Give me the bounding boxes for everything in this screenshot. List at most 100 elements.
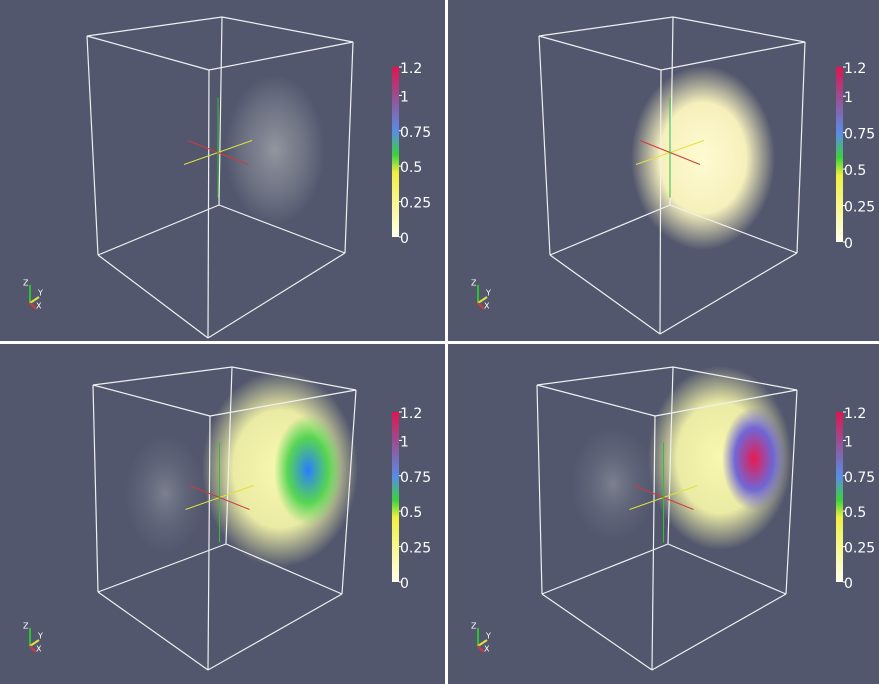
bounding-box-edge	[538, 35, 551, 256]
bounding-box-edge	[651, 415, 656, 671]
triad-label: Z	[23, 279, 29, 288]
bounding-box-edge	[796, 41, 806, 254]
bounding-box-edge	[672, 16, 806, 43]
bounding-box-edge	[536, 384, 656, 417]
triad-label: Z	[471, 622, 477, 631]
volume-blob	[225, 75, 325, 225]
bounding-box-edge	[86, 35, 210, 71]
color-bar-label: 1	[844, 90, 853, 106]
triad-label: Y	[37, 289, 43, 298]
color-bar-label: 1	[400, 89, 409, 105]
triad-label: X	[484, 302, 490, 311]
color-bar-label: 0.25	[844, 200, 875, 216]
color-bar-label: 0	[400, 231, 409, 247]
bounding-box-edge	[672, 366, 798, 391]
bounding-box-edge	[208, 41, 354, 71]
bounding-box-edge	[225, 543, 343, 595]
bounding-box-edge	[207, 69, 210, 339]
color-bar-label: 1	[844, 434, 853, 450]
color-bar-label: 0	[400, 576, 409, 592]
bounding-box-edge	[207, 593, 343, 671]
triad-label: Y	[485, 632, 491, 641]
bounding-box-edge	[97, 254, 209, 339]
bounding-box-edge	[209, 389, 357, 417]
triad-label: Z	[471, 279, 477, 288]
bounding-box-edge	[86, 16, 223, 37]
render-view: 1.2 1 0.75 0.5 0.25 0 ZYX	[448, 344, 879, 684]
volume-blob	[125, 434, 205, 554]
triad-x	[477, 302, 485, 310]
bounding-box-edge	[97, 204, 220, 256]
bounding-box-edge	[785, 389, 798, 595]
render-view: 1.2 1 0.75 0.5 0.25 0 ZYX	[448, 0, 879, 341]
bounding-box-edge	[536, 366, 674, 386]
triad-y	[477, 639, 488, 647]
bounding-box-edge	[538, 35, 662, 71]
bounding-box-edge	[221, 16, 354, 43]
bounding-box-edge	[207, 415, 211, 671]
bounding-box-edge	[659, 252, 798, 335]
color-bar-label: 1	[400, 434, 409, 450]
bounding-box-edge	[86, 35, 99, 256]
triad-label: X	[36, 302, 42, 311]
triad-label: X	[484, 645, 490, 654]
volume-blob	[631, 66, 775, 250]
color-bar-label: 0	[844, 576, 853, 592]
color-bar-label: 0.25	[844, 541, 875, 557]
color-bar	[836, 67, 843, 242]
color-bar	[392, 412, 399, 582]
color-bar-label: 0.75	[400, 470, 431, 486]
bounding-box-edge	[659, 69, 662, 335]
bounding-box-edge	[549, 204, 671, 256]
bounding-box-edge	[538, 16, 674, 37]
bounding-box-edge	[97, 591, 209, 671]
color-bar-label: 0.5	[400, 160, 422, 176]
color-bar-label: 0.75	[844, 470, 875, 486]
volume-blob	[274, 415, 342, 525]
bounding-box-edge	[225, 366, 233, 545]
bounding-box-edge	[549, 254, 661, 335]
bounding-box-edge	[660, 41, 806, 71]
triad-label: Z	[23, 622, 29, 631]
color-bar-label: 0.25	[400, 541, 431, 557]
triad-label: Y	[37, 632, 43, 641]
bounding-box-edge	[97, 543, 227, 593]
bounding-box-edge	[667, 366, 674, 545]
triad-y	[477, 296, 488, 304]
color-bar-label: 1.2	[844, 406, 866, 422]
bounding-box-edge	[541, 593, 653, 671]
bounding-box-edge	[92, 366, 233, 386]
render-view: 1.2 1 0.75 0.5 0.25 0 ZYX	[0, 344, 445, 684]
bounding-box-edge	[92, 384, 211, 417]
bounding-box-edge	[651, 593, 787, 671]
render-view: 1.2 1 0.75 0.5 0.25 0 ZYX	[0, 0, 445, 341]
bounding-box-edge	[218, 204, 346, 254]
color-bar-label: 1.2	[400, 406, 422, 422]
triad-y	[29, 296, 40, 304]
volume-blob	[571, 426, 655, 542]
bounding-box-edge	[218, 16, 223, 206]
triad-label: Y	[485, 289, 491, 298]
color-bar-label: 0.5	[400, 505, 422, 521]
triad-label: X	[36, 645, 42, 654]
bounding-box-edge	[541, 543, 669, 595]
color-bar-label: 0	[844, 236, 853, 252]
color-bar-label: 0.75	[844, 127, 875, 143]
triad-y	[29, 639, 40, 647]
color-bar-label: 1.2	[400, 61, 422, 77]
color-bar	[392, 67, 399, 237]
color-bar	[836, 412, 843, 582]
bounding-box-edge	[536, 384, 543, 595]
color-bar-label: 1.2	[844, 61, 866, 77]
triad-x	[29, 302, 37, 310]
bounding-box-edge	[654, 389, 798, 417]
triad-x	[477, 645, 485, 653]
bounding-box-edge	[667, 543, 787, 595]
color-bar-label: 0.25	[400, 196, 431, 212]
triad-x	[29, 645, 37, 653]
bounding-box-edge	[344, 41, 354, 254]
bounding-box-edge	[92, 384, 99, 593]
color-bar-label: 0.5	[844, 505, 866, 521]
color-bar-label: 0.5	[844, 163, 866, 179]
